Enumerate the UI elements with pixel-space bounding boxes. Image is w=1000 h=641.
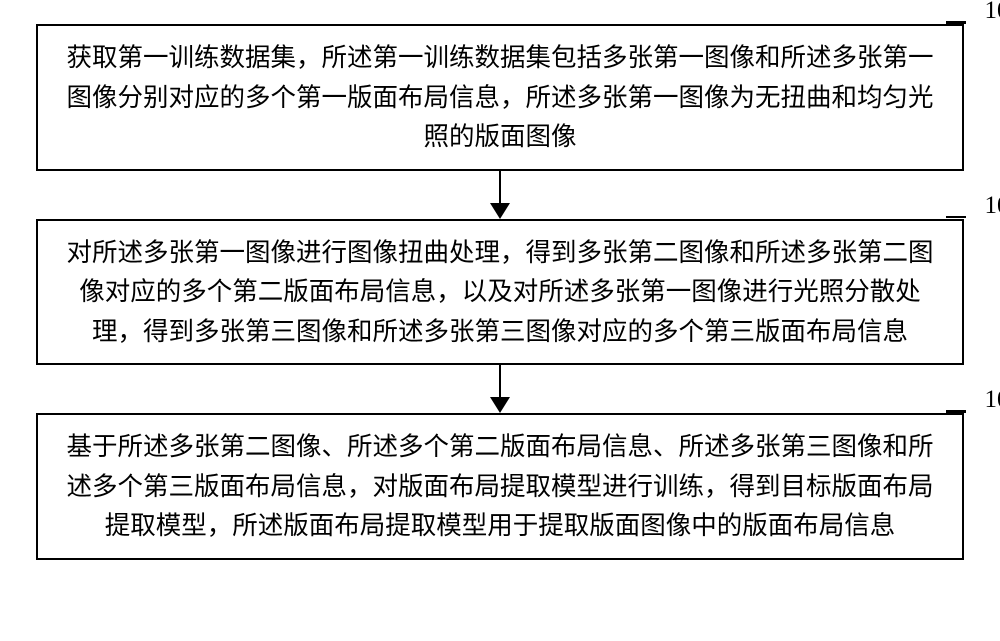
step-101-wrap: 101 获取第一训练数据集，所述第一训练数据集包括多张第一图像和所述多张第一图像…: [36, 24, 964, 171]
arrow-101-102: [36, 171, 964, 219]
arrow-line-icon: [499, 365, 502, 399]
flowchart-container: 101 获取第一训练数据集，所述第一训练数据集包括多张第一图像和所述多张第一图像…: [36, 24, 964, 560]
step-102-label: 102: [985, 193, 1000, 218]
step-102-box: 对所述多张第一图像进行图像扭曲处理，得到多张第二图像和所述多张第二图像对应的多个…: [36, 219, 964, 366]
arrow-102-103: [36, 365, 964, 413]
arrow-head-icon: [490, 203, 510, 219]
step-101-box: 获取第一训练数据集，所述第一训练数据集包括多张第一图像和所述多张第一图像分别对应…: [36, 24, 964, 171]
step-101-tick: [946, 21, 966, 24]
step-103-box: 基于所述多张第二图像、所述多个第二版面布局信息、所述多张第三图像和所述多个第三版…: [36, 413, 964, 560]
step-102-tick: [946, 216, 966, 219]
step-101-label: 101: [985, 0, 1000, 23]
arrow-head-icon: [490, 397, 510, 413]
arrow-line-icon: [499, 171, 502, 205]
step-103-label: 103: [985, 387, 1000, 412]
step-103-wrap: 103 基于所述多张第二图像、所述多个第二版面布局信息、所述多张第三图像和所述多…: [36, 413, 964, 560]
step-103-tick: [946, 410, 966, 413]
step-102-wrap: 102 对所述多张第一图像进行图像扭曲处理，得到多张第二图像和所述多张第二图像对…: [36, 219, 964, 366]
